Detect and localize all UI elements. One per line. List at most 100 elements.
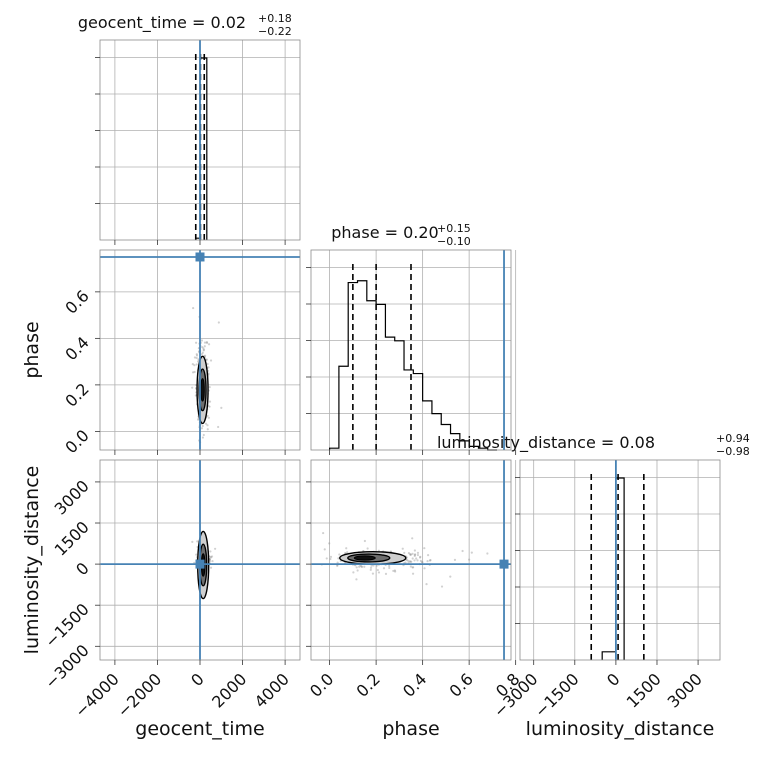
x-tick-label-geocent_time: 0 <box>187 669 208 690</box>
sample-point <box>200 353 203 356</box>
x-tick-label-luminosity_distance: 1500 <box>623 669 665 711</box>
sample-point <box>411 537 414 540</box>
sample-point <box>204 422 208 425</box>
sample-point <box>196 540 199 543</box>
sample-point <box>338 553 341 556</box>
sample-point <box>355 566 358 569</box>
sample-point <box>191 386 194 389</box>
panel-luminosity_distance-vs-luminosity_distance: luminosity_distance = 0.08 +0.94−0.98−300… <box>437 432 750 721</box>
x-tick-label-luminosity_distance: −1500 <box>531 669 583 721</box>
sample-point <box>409 565 412 568</box>
sample-point <box>428 559 432 562</box>
contour-core <box>200 378 205 402</box>
panels-layer: geocent_time = 0.02 +0.18−0.220.00.20.40.… <box>21 12 750 740</box>
sample-point <box>207 416 211 419</box>
sample-point <box>392 569 395 573</box>
sample-point <box>414 553 417 556</box>
sample-point <box>208 560 212 563</box>
sample-point <box>461 549 464 553</box>
sample-point <box>453 558 457 561</box>
sample-point <box>356 569 359 572</box>
sample-point <box>207 366 210 369</box>
sample-point <box>191 363 194 366</box>
sample-point <box>363 565 366 568</box>
sample-point <box>418 556 422 559</box>
sample-point <box>415 557 418 560</box>
x-tick-label-luminosity_distance: 3000 <box>664 669 706 711</box>
sample-point <box>202 433 205 437</box>
sample-point <box>421 561 424 564</box>
sample-point <box>195 353 198 356</box>
sample-point <box>363 539 366 543</box>
sample-point <box>208 405 211 408</box>
sample-point <box>195 553 198 556</box>
sample-point <box>413 559 416 562</box>
sample-point <box>416 559 419 562</box>
sample-point <box>404 561 407 564</box>
sample-point <box>449 575 452 578</box>
panel-frame <box>310 249 512 451</box>
x-tick-label-phase: 0.6 <box>446 669 477 700</box>
sample-point <box>196 360 200 363</box>
sample-point <box>413 554 416 558</box>
sample-point <box>336 561 339 564</box>
sample-point <box>201 345 204 349</box>
ylabel-luminosity_distance: luminosity_distance <box>21 466 43 655</box>
truth-marker <box>499 559 509 569</box>
panel-geocent_time-vs-geocent_time: geocent_time = 0.02 +0.18−0.22 <box>78 12 301 245</box>
title-geocent_time: geocent_time = 0.02 +0.18−0.22 <box>78 12 292 38</box>
sample-point <box>409 560 412 563</box>
sample-point <box>409 553 412 556</box>
sample-point <box>416 551 420 554</box>
sample-point <box>425 582 428 586</box>
title-plus: +0.18 <box>258 12 292 25</box>
sample-point <box>209 550 212 553</box>
ylabel-phase: phase <box>21 321 43 378</box>
sample-point <box>411 566 414 569</box>
sample-point <box>195 354 199 357</box>
panel-phase-vs-phase: phase = 0.20+0.15−0.10 <box>306 222 517 455</box>
y-tick-label-luminosity_distance: 3000 <box>51 476 93 518</box>
truth-marker <box>195 252 205 262</box>
y-tick-label-phase: 0.4 <box>61 333 92 364</box>
sample-point <box>360 565 363 568</box>
sample-point <box>195 356 198 360</box>
x-tick-label-geocent_time: −4000 <box>71 669 123 721</box>
gridlines <box>520 460 720 660</box>
x-tick-label-phase: 0.4 <box>399 669 430 700</box>
sample-point <box>419 559 422 562</box>
sample-point <box>440 585 444 588</box>
sample-point <box>382 567 386 570</box>
sample-point <box>411 557 414 560</box>
sample-point <box>346 551 349 554</box>
title-luminosity_distance: luminosity_distance = 0.08 +0.94−0.98 <box>437 432 750 458</box>
sample-point <box>211 559 214 563</box>
sample-point <box>413 549 416 552</box>
sample-point <box>209 556 213 559</box>
sample-point <box>426 560 429 563</box>
sample-point <box>337 557 340 560</box>
sample-point <box>403 551 406 554</box>
gridlines <box>311 250 517 450</box>
sample-point <box>193 356 197 359</box>
sample-point <box>419 555 422 558</box>
sample-point <box>323 548 326 551</box>
xlabel-phase: phase <box>382 718 439 740</box>
title-plus: +0.94 <box>716 432 750 445</box>
sample-point <box>206 414 209 417</box>
y-tick-label-luminosity_distance: −1500 <box>41 600 93 652</box>
sample-point <box>204 354 207 357</box>
sample-point <box>412 566 415 569</box>
truth-marker <box>195 559 205 569</box>
sample-point <box>409 553 412 557</box>
title-main: phase = 0.20 <box>331 223 438 242</box>
title-minus: −0.22 <box>258 25 292 38</box>
sample-point <box>206 424 209 427</box>
sample-point <box>203 341 207 344</box>
sample-point <box>408 560 412 563</box>
sample-point <box>205 341 209 344</box>
sample-point <box>376 568 379 572</box>
histogram-geocent_time <box>195 57 208 240</box>
sample-point <box>193 370 196 374</box>
